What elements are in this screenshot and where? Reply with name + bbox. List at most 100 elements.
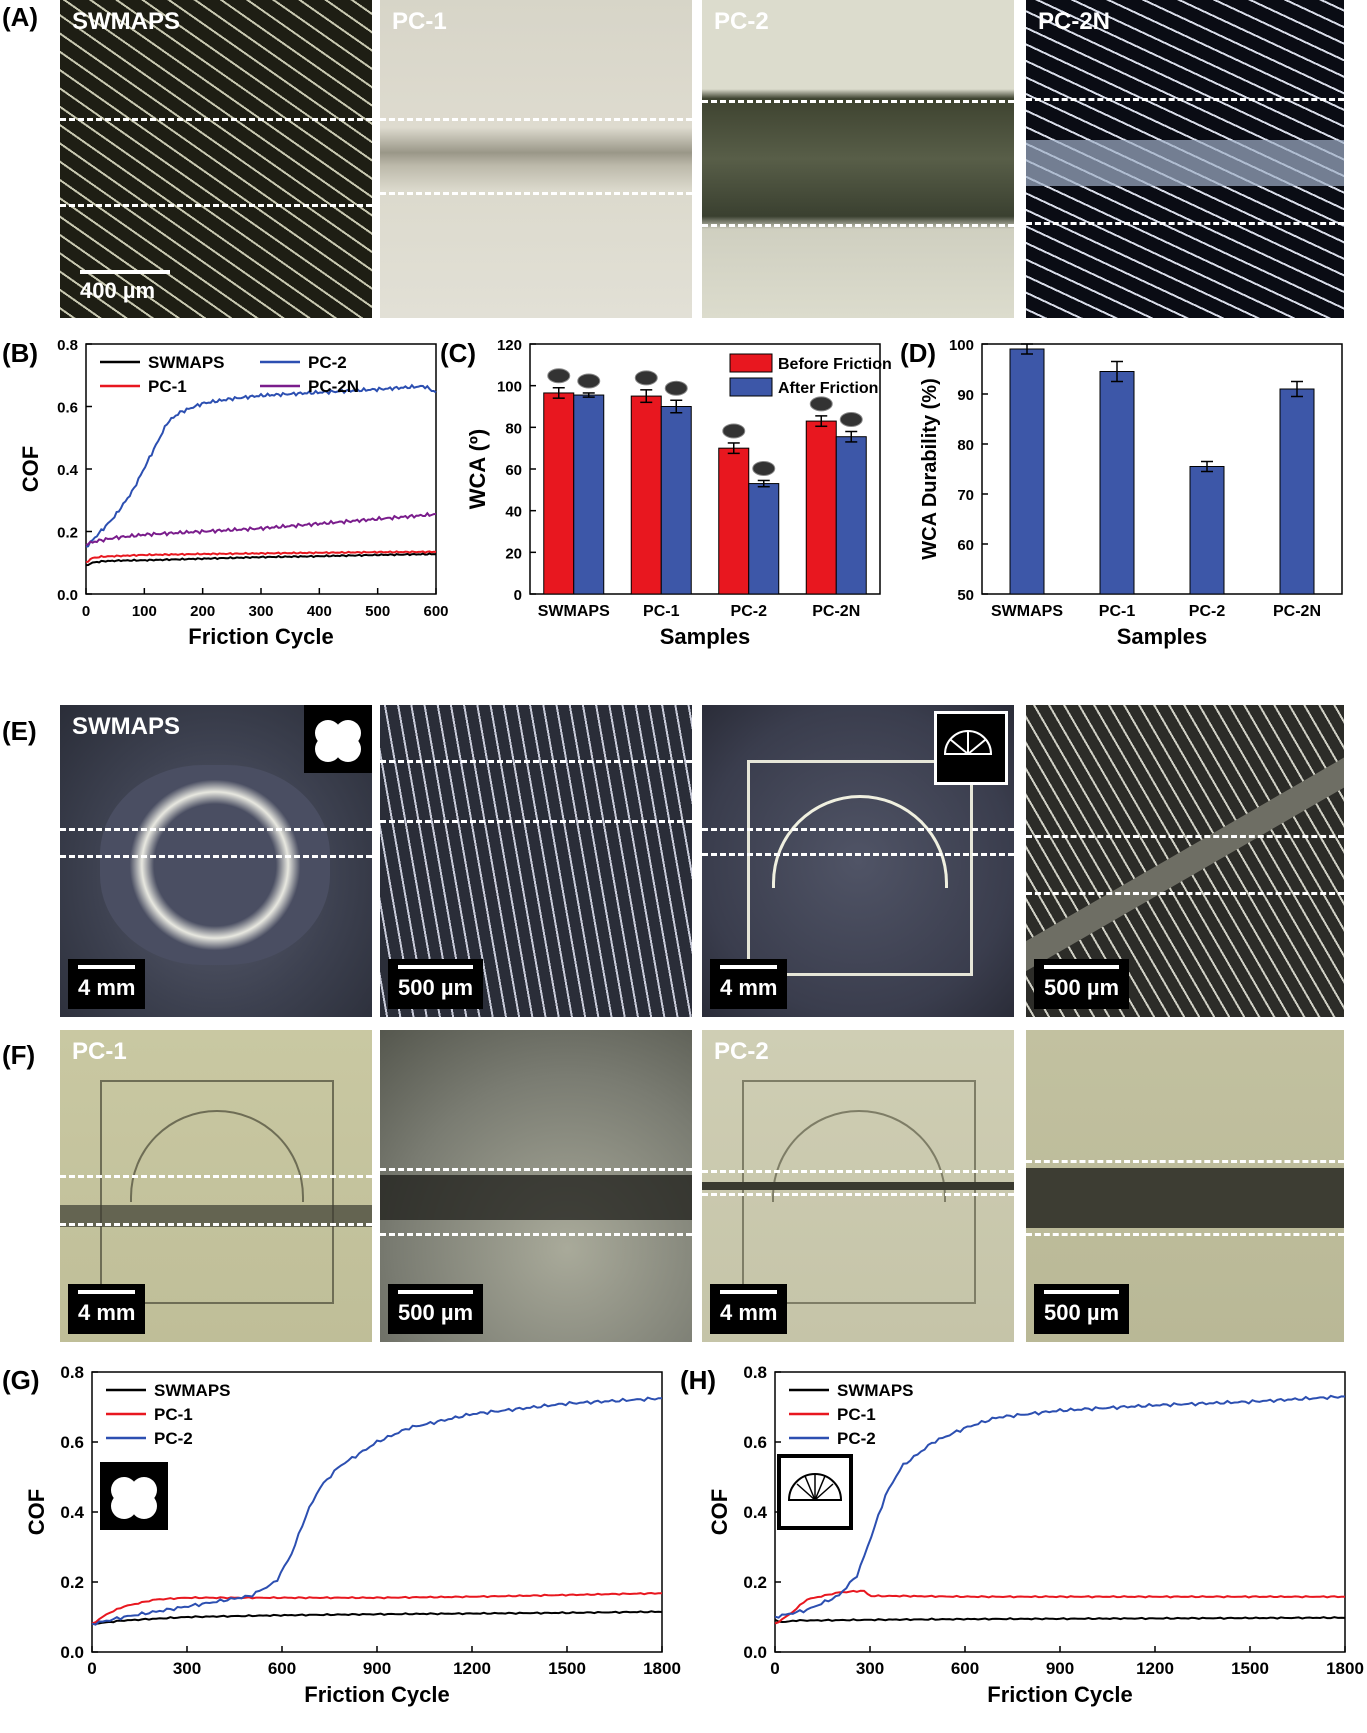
- bar-after: [660, 406, 692, 595]
- micrograph-label: PC-2N: [1038, 8, 1111, 35]
- y-tick-label: 0.6: [743, 1433, 767, 1452]
- inset-rib: [814, 1483, 834, 1501]
- bar-before: [805, 420, 837, 595]
- chart-d-durability: 50 60 70 80 90 100 SWMAPS PC-1 PC-2 PC-2N Samples W…: [919, 337, 1343, 649]
- axis-frame: [981, 343, 1343, 595]
- y-tick-label: 100: [497, 379, 522, 396]
- inset-leaf: [111, 1493, 137, 1519]
- x-tick-label: 1500: [548, 1659, 586, 1678]
- legend-label: PC-1: [837, 1405, 876, 1424]
- y-tick-label: 80: [505, 420, 522, 437]
- series-line-pc-2: [91, 1396, 662, 1626]
- x-axis-label: Samples: [1117, 624, 1208, 649]
- x-tick-label: PC-2: [731, 603, 768, 620]
- panel-label-h: (H): [680, 1365, 717, 1395]
- y-tick-label: 70: [957, 487, 974, 504]
- y-axis-label: WCA (º): [465, 429, 490, 510]
- bar-durability: [1279, 388, 1315, 595]
- x-axis-label: Friction Cycle: [304, 1682, 449, 1707]
- series-line-swmaps: [774, 1616, 1346, 1624]
- micrograph-stripes-e2: 500 µm: [1026, 705, 1344, 1017]
- series-line-pc-1: [91, 1591, 663, 1625]
- chart-c-wca: 0 20 40 60 80 100 120 SWMAPS PC-1 PC-2 PC-2N Sample…: [465, 337, 892, 649]
- micrograph-label: PC-2: [714, 8, 769, 35]
- x-tick-label: SWMAPS: [991, 603, 1063, 620]
- y-tick-label: 0.8: [57, 337, 78, 354]
- droplet-icon: [664, 380, 688, 396]
- y-axis-label: WCA Durability (%): [919, 378, 941, 559]
- x-tick-label: 500: [365, 603, 390, 620]
- y-tick-label: 0.8: [60, 1363, 84, 1382]
- bar-before: [630, 395, 662, 595]
- scale-bar: 4 mm: [710, 959, 788, 1009]
- x-tick-label: 600: [951, 1659, 979, 1678]
- panel-label-e: (E): [2, 716, 37, 746]
- bar-durability: [1099, 371, 1135, 595]
- x-tick-label: 400: [307, 603, 332, 620]
- micrograph-pc1-a: PC-1: [380, 0, 692, 318]
- y-tick-label: 90: [957, 387, 974, 404]
- droplet-icon: [839, 412, 863, 427]
- series-line-swmaps: [91, 1610, 663, 1625]
- panel-label-c: (C): [440, 338, 477, 368]
- x-tick-label: 0: [87, 1659, 96, 1678]
- micrograph-pc2n-a: PC-2N: [1026, 0, 1344, 318]
- y-tick-label: 0.0: [60, 1643, 84, 1662]
- legend-label: After Friction: [778, 380, 878, 397]
- y-tick-label: 0.8: [743, 1363, 767, 1382]
- micrograph-pc2-fan-f: PC-2 4 mm: [702, 1030, 1014, 1342]
- clover-inset-icon: [304, 705, 372, 773]
- panel-label-b: (B): [2, 338, 39, 368]
- scale-bar: 400 µm: [80, 270, 170, 304]
- clover-inset-icon: [100, 1462, 168, 1530]
- x-axis-label: Friction Cycle: [188, 624, 333, 649]
- x-tick-label: 600: [423, 603, 448, 620]
- scale-bar: 4 mm: [68, 1284, 146, 1334]
- droplet-icon: [634, 370, 658, 386]
- legend-label: SWMAPS: [837, 1381, 914, 1400]
- panel-label-a: (A): [2, 2, 39, 32]
- x-tick-label: 200: [190, 603, 215, 620]
- x-tick-label: 1200: [1136, 1659, 1174, 1678]
- scale-bar: 500 µm: [388, 1284, 484, 1334]
- series-line-swmaps: [85, 552, 437, 567]
- x-tick-label: 900: [1046, 1659, 1074, 1678]
- x-axis-label: Samples: [660, 624, 751, 649]
- y-tick-label: 0.0: [743, 1643, 767, 1662]
- y-tick-label: 0.4: [60, 1503, 84, 1522]
- chart-h-cof: 0 300 600 900 1200 1500 1800 0.0 0.2 0.4 0.6 0.8 Fri…: [707, 1363, 1364, 1707]
- x-tick-label: 300: [248, 603, 273, 620]
- inset-rib: [796, 1483, 816, 1501]
- droplet-icon: [752, 460, 776, 476]
- x-tick-label: PC-1: [643, 603, 680, 620]
- legend-label: Before Friction: [778, 356, 892, 373]
- x-tick-label: 100: [132, 603, 157, 620]
- micrograph-pc1-zoom-f: 500 µm: [380, 1030, 692, 1342]
- micrograph-label: PC-1: [72, 1038, 127, 1065]
- micrograph-pc2-zoom-f: 500 µm: [1026, 1030, 1344, 1342]
- x-tick-label: 900: [363, 1659, 391, 1678]
- x-tick-label: 0: [770, 1659, 779, 1678]
- bar-before: [718, 447, 750, 595]
- x-tick-label: 1800: [1326, 1659, 1364, 1678]
- droplet-icon: [577, 373, 601, 389]
- x-tick-label: PC-2N: [1273, 603, 1321, 620]
- droplet-icon: [722, 423, 746, 439]
- x-tick-label: 1200: [453, 1659, 491, 1678]
- micrograph-label: PC-1: [392, 8, 447, 35]
- y-axis-label: COF: [24, 1489, 49, 1535]
- y-tick-label: 40: [505, 504, 522, 521]
- droplet-icon: [809, 396, 833, 412]
- x-tick-label: 1800: [643, 1659, 681, 1678]
- scale-bar: 500 µm: [1034, 1284, 1130, 1334]
- bar-after: [573, 394, 605, 595]
- micrograph-stripes-e1: 500 µm: [380, 705, 692, 1017]
- x-tick-label: PC-1: [1099, 603, 1136, 620]
- bar-durability: [1009, 348, 1045, 595]
- y-tick-label: 0.0: [57, 587, 78, 604]
- series-line-pc-2: [774, 1394, 1346, 1619]
- x-axis-label: Friction Cycle: [987, 1682, 1132, 1707]
- micrograph-pc1-fan-f: PC-1 4 mm: [60, 1030, 372, 1342]
- droplet-icon: [547, 368, 571, 384]
- y-tick-label: 0.6: [57, 400, 78, 417]
